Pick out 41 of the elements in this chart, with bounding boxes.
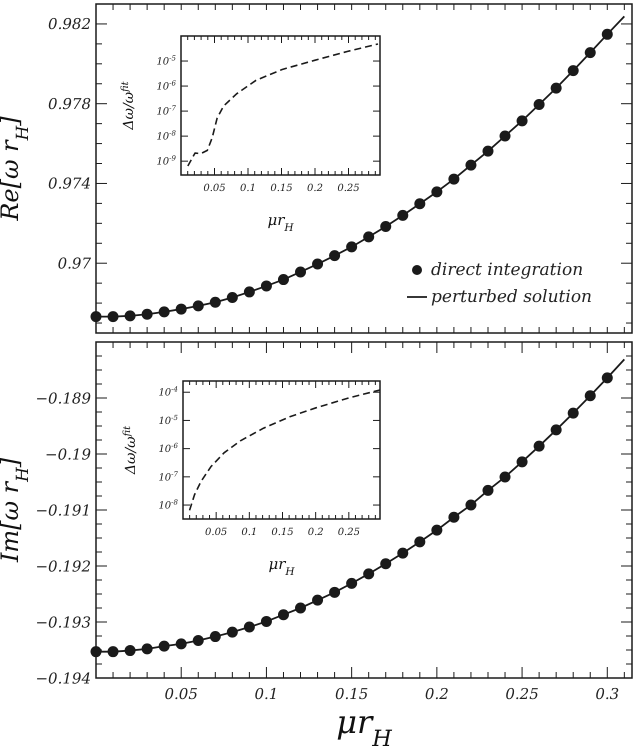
x-tick-label: 0.2 [308,527,324,538]
y-tick-label: −0.191 [35,501,91,520]
y-tick-label: 0.978 [48,94,91,113]
y-tick-label: 10$^{-7}$ [158,470,179,484]
x-tick-label: 0.2 [424,685,449,703]
y-tick-label: −0.19 [45,445,92,464]
x-tick-label: 0.05 [203,183,226,194]
x-tick-label: 0.05 [205,527,228,538]
x-tick-label: 0.1 [240,183,256,194]
y-tick-label: 0.97 [58,254,92,272]
legend-label: perturbed solution [431,287,592,307]
y-tick-label: −0.189 [35,389,92,408]
y-tick-label: 10$^{-4}$ [158,386,178,399]
x-tick-label: 0.1 [254,685,278,703]
legend-label: direct integration [431,260,584,280]
y-tick-label: −0.193 [35,613,91,632]
x-tick-label: 0.3 [595,685,620,703]
y-tick-label: 10$^{-9}$ [156,154,177,168]
x-axis-title: μr$_{H}$ [268,555,296,578]
x-tick-label: 0.1 [241,527,258,538]
y-tick-label: 10$^{-5}$ [156,54,177,68]
y-tick-label: −0.192 [35,557,91,576]
y-tick-label: 10$^{-6}$ [156,80,177,93]
x-tick-label: 0.2 [307,183,323,194]
x-tick-label: 0.15 [270,183,293,194]
x-axis-title: μr$_{H}$ [267,211,294,234]
x-tick-label: 0.15 [334,685,368,703]
x-tick-label: 0.15 [271,527,294,538]
x-axis-title: μr$_{H}$ [336,703,392,746]
y-tick-label: 10$^{-7}$ [156,104,177,118]
x-tick-label: 0.25 [337,183,360,194]
x-tick-label: 0.05 [164,685,198,703]
y-tick-label: 10$^{-6}$ [158,442,179,456]
x-tick-label: 0.25 [505,685,539,703]
y-tick-label: 0.982 [48,15,91,34]
y-tick-label: 10$^{-8}$ [158,498,179,512]
y-tick-label: −0.194 [35,669,91,688]
y-tick-label: 10$^{-5}$ [158,414,179,427]
y-tick-label: 10$^{-8}$ [156,130,177,143]
x-tick-label: 0.25 [338,527,360,538]
y-tick-label: 0.974 [48,174,91,193]
